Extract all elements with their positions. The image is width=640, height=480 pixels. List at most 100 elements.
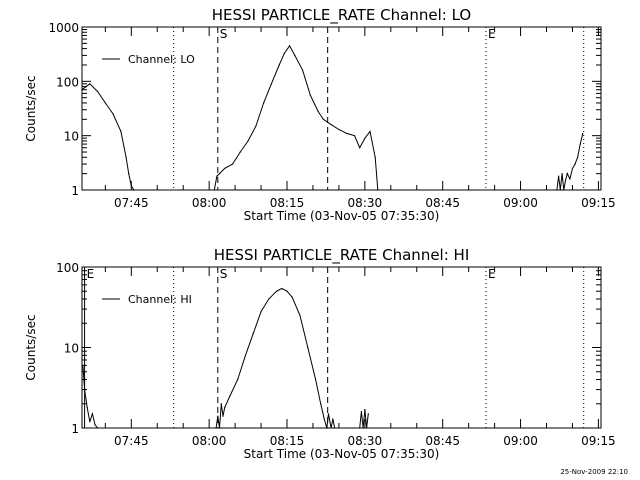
series-point (94, 424, 96, 426)
series-point (229, 395, 231, 397)
series-point (283, 52, 286, 54)
x-tick-label: 08:00 (192, 196, 227, 210)
y-tick-label: 1 (71, 184, 79, 198)
series-point (128, 173, 130, 175)
series-point (338, 128, 340, 131)
series-point (216, 175, 218, 177)
series-point (333, 427, 336, 429)
series-point (125, 156, 127, 158)
series-point (327, 413, 330, 415)
series-point (215, 427, 217, 429)
series-point (561, 173, 563, 175)
series-point (291, 296, 293, 298)
series-point (353, 135, 356, 137)
x-tick-label: 08:30 (348, 196, 383, 210)
series-point (213, 189, 215, 191)
x-tick-label: 09:00 (503, 434, 538, 448)
series-point (281, 287, 283, 290)
y-tick-label: 100 (56, 75, 79, 89)
series-point (317, 110, 319, 112)
legend-label: Channel: HI (128, 293, 192, 306)
series-point (89, 421, 91, 423)
series-point (83, 388, 86, 391)
series-point (86, 406, 88, 409)
series-point (255, 125, 257, 127)
x-tick-label: 07:45 (114, 196, 149, 210)
series-point (247, 140, 249, 142)
timestamp-label: 25-Nov-2009 22:10 (560, 468, 628, 476)
series-point (263, 102, 265, 104)
series-point (364, 408, 366, 411)
x-tick-label: 08:30 (348, 434, 383, 448)
series-point (104, 102, 106, 104)
series-point (218, 173, 221, 175)
series-point (359, 147, 361, 149)
series-point (359, 427, 361, 429)
series-line (82, 287, 369, 429)
series-point (559, 189, 561, 191)
y-tick-label: 10 (64, 342, 79, 356)
series-point (82, 364, 84, 366)
series-point (120, 130, 122, 132)
x-tick-label: 08:45 (425, 434, 460, 448)
series-point (365, 427, 368, 429)
chart-title: HESSI PARTICLE_RATE Channel: LO (212, 6, 471, 25)
series-point (374, 156, 376, 158)
series-point (218, 427, 221, 429)
series-point (323, 418, 325, 420)
series-point (309, 94, 311, 97)
series-point (268, 298, 270, 300)
series-point (244, 354, 247, 356)
series-point (564, 179, 567, 182)
x-tick-label: 09:15 (581, 434, 616, 448)
series-point (239, 151, 241, 153)
series-point (89, 83, 91, 85)
series-point (222, 415, 224, 417)
series-point (326, 427, 328, 429)
series-point (320, 403, 322, 405)
series-point (112, 113, 114, 115)
series-point (574, 163, 576, 165)
chart-title: HESSI PARTICLE_RATE Channel: HI (214, 246, 470, 265)
x-axis-label: Start Time (03-Nov-05 07:35:30) (244, 209, 440, 223)
series-point (566, 173, 568, 175)
series-point (322, 118, 324, 120)
series-point (217, 415, 219, 417)
series-point (260, 310, 262, 313)
event-marker-label: E (87, 267, 95, 281)
series-point (81, 89, 83, 91)
chart-panel-lo: HESSI PARTICLE_RATE Channel: LO 1 10 100 100… (24, 6, 616, 223)
y-tick-label: 10 (64, 130, 79, 144)
series-point (332, 418, 334, 420)
series-point (362, 427, 364, 429)
series-point (556, 189, 558, 191)
series-point (301, 69, 304, 71)
series-point (569, 178, 571, 180)
series-point (579, 143, 581, 145)
x-tick-label: 07:45 (114, 434, 149, 448)
event-marker-label: E (488, 267, 496, 281)
event-marker-label: E (488, 27, 496, 41)
x-tick-label: 09:15 (581, 196, 616, 210)
series-point (231, 163, 234, 165)
y-tick-label: 1000 (48, 21, 79, 35)
series-point (571, 167, 574, 169)
series-point (582, 132, 584, 135)
series-point (278, 64, 280, 66)
series-point (369, 130, 371, 132)
series-point (307, 346, 309, 349)
series-point (360, 410, 362, 413)
series-point (558, 175, 560, 177)
series-point (96, 427, 99, 429)
x-tick-label: 08:15 (270, 196, 305, 210)
plot-frame (81, 26, 602, 191)
series-point (364, 137, 366, 139)
series-point (346, 132, 348, 135)
series-point (276, 290, 278, 292)
x-tick-label: 08:15 (270, 434, 305, 448)
chart-panel-hi: HESSI PARTICLE_RATE Channel: HI 1 10 100 07:… (24, 246, 616, 461)
y-axis-label: Counts/sec (24, 75, 38, 141)
legend-label: Channel: LO (128, 53, 195, 66)
x-tick-label: 08:00 (192, 434, 227, 448)
